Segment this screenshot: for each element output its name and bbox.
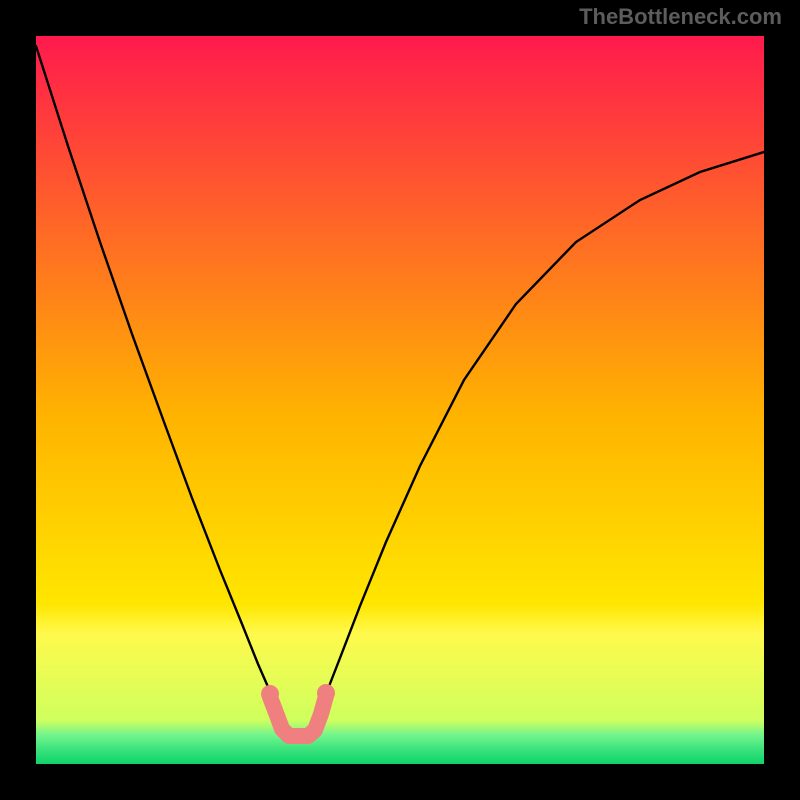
bottleneck-marker-path [270,696,326,736]
left-curve [36,46,282,720]
right-curve [316,152,764,720]
chart-svg [0,0,800,800]
chart-container: TheBottleneck.com [0,0,800,800]
bottleneck-marker-dot-right [317,684,335,702]
watermark-text: TheBottleneck.com [579,4,782,30]
bottleneck-marker-dot-left [261,685,279,703]
